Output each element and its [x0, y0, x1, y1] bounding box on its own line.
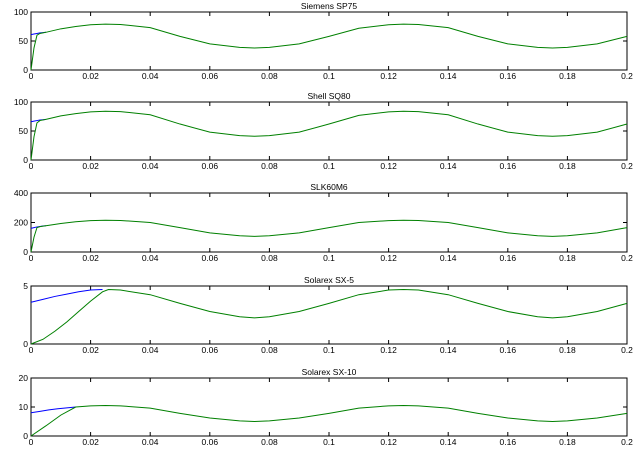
x-tick-label: 0.06 [202, 253, 219, 263]
series-line-1 [30, 288, 103, 303]
x-tick-label: 0.2 [621, 345, 633, 355]
x-tick-label: 0.14 [440, 161, 457, 171]
x-tick-label: 0.1 [323, 437, 335, 447]
x-tick-label: 0.06 [202, 71, 219, 81]
x-tick-label: 0.04 [142, 71, 159, 81]
y-tick-label: 20 [19, 373, 29, 383]
x-tick-label: 0.14 [440, 253, 457, 263]
chart-title: Solarex SX-5 [304, 275, 354, 285]
x-tick-label: 0.04 [142, 345, 159, 355]
x-tick-label: 0.1 [323, 253, 335, 263]
y-tick-label: 100 [14, 97, 28, 107]
x-tick-label: 0.08 [261, 71, 278, 81]
x-tick-label: 0.02 [82, 71, 99, 81]
subplot-5: Solarex SX-10 0 0.02 0.04 0.06 0.08 0.1 0.12 0.1… [19, 367, 634, 447]
axes-box [30, 377, 628, 437]
series-line-1 [30, 406, 76, 414]
x-tick-label: 0.04 [142, 161, 159, 171]
subplot-3: SLK60M6 0 0.02 0.04 0.06 0.08 0.1 0.12 0.14 0.16 0… [14, 182, 633, 263]
axes-box [30, 192, 628, 253]
x-tick-label: 0.08 [261, 437, 278, 447]
x-tick-label: 0 [29, 437, 34, 447]
y-tick-label: 5 [23, 281, 28, 291]
x-tick-label: 0.04 [142, 253, 159, 263]
y-tick-label: 400 [14, 188, 28, 198]
axes-box [30, 11, 628, 71]
x-tick-label: 0.2 [621, 71, 633, 81]
x-tick-label: 0.12 [380, 437, 397, 447]
x-tick-label: 0.16 [500, 437, 517, 447]
x-tick-label: 0.02 [82, 161, 99, 171]
x-tick-label: 0.08 [261, 253, 278, 263]
y-tick-label: 0 [23, 431, 28, 441]
x-tick-label: 0.16 [500, 161, 517, 171]
x-tick-label: 0.18 [559, 253, 576, 263]
x-tick-label: 0.1 [323, 161, 335, 171]
y-tick-label: 0 [23, 247, 28, 257]
y-tick-label: 10 [19, 402, 29, 412]
x-tick-label: 0.2 [621, 437, 633, 447]
x-tick-label: 0 [29, 345, 34, 355]
subplot-4: Solarex SX-5 0 0.02 0.04 0.06 0.08 0.1 0.12 0.14… [23, 275, 633, 355]
y-tick-label: 50 [19, 36, 29, 46]
axes-box [30, 101, 628, 161]
x-tick-label: 0.2 [621, 161, 633, 171]
x-tick-label: 0.2 [621, 253, 633, 263]
series-line-2 [30, 288, 628, 345]
x-tick-label: 0.1 [323, 71, 335, 81]
x-tick-label: 0.18 [559, 161, 576, 171]
axes-box [30, 285, 628, 345]
x-tick-label: 0.16 [500, 71, 517, 81]
x-tick-label: 0.12 [380, 345, 397, 355]
x-tick-label: 0 [29, 71, 34, 81]
x-tick-label: 0.08 [261, 345, 278, 355]
subplot-2: Shell SQ80 0 0.02 0.04 0.06 0.08 0.1 0.12 0.14 0.… [14, 91, 633, 171]
y-tick-label: 100 [14, 7, 28, 17]
x-tick-label: 0.02 [82, 345, 99, 355]
x-tick-label: 0.18 [559, 345, 576, 355]
y-tick-label: 0 [23, 339, 28, 349]
x-tick-label: 0.06 [202, 345, 219, 355]
x-tick-label: 0.02 [82, 437, 99, 447]
y-tick-label: 0 [23, 155, 28, 165]
x-tick-label: 0.14 [440, 437, 457, 447]
x-tick-label: 0.14 [440, 345, 457, 355]
x-tick-label: 0 [29, 253, 34, 263]
x-tick-label: 0.18 [559, 71, 576, 81]
series-line-2 [30, 219, 628, 253]
x-tick-label: 0.1 [323, 345, 335, 355]
x-tick-label: 0.18 [559, 437, 576, 447]
series-line-2 [30, 405, 628, 437]
x-tick-label: 0.06 [202, 161, 219, 171]
subplot-1: Siemens SP75 0 0.02 0.04 0.06 0.08 0.1 0.12 0.14… [14, 1, 633, 81]
x-tick-label: 0.06 [202, 437, 219, 447]
x-tick-label: 0.16 [500, 253, 517, 263]
x-tick-label: 0.12 [380, 161, 397, 171]
series-line-2 [30, 23, 628, 71]
x-tick-label: 0 [29, 161, 34, 171]
x-tick-label: 0.08 [261, 161, 278, 171]
x-tick-label: 0.16 [500, 345, 517, 355]
chart-title: Solarex SX-10 [302, 367, 357, 377]
series-line-2 [30, 110, 628, 161]
chart-title: Siemens SP75 [301, 1, 357, 11]
x-tick-label: 0.02 [82, 253, 99, 263]
x-tick-label: 0.12 [380, 253, 397, 263]
y-tick-label: 200 [14, 218, 28, 228]
y-tick-label: 50 [19, 126, 29, 136]
chart-title: Shell SQ80 [308, 91, 351, 101]
chart-title: SLK60M6 [310, 182, 348, 192]
y-tick-label: 0 [23, 65, 28, 75]
x-tick-label: 0.14 [440, 71, 457, 81]
x-tick-label: 0.04 [142, 437, 159, 447]
x-tick-label: 0.12 [380, 71, 397, 81]
